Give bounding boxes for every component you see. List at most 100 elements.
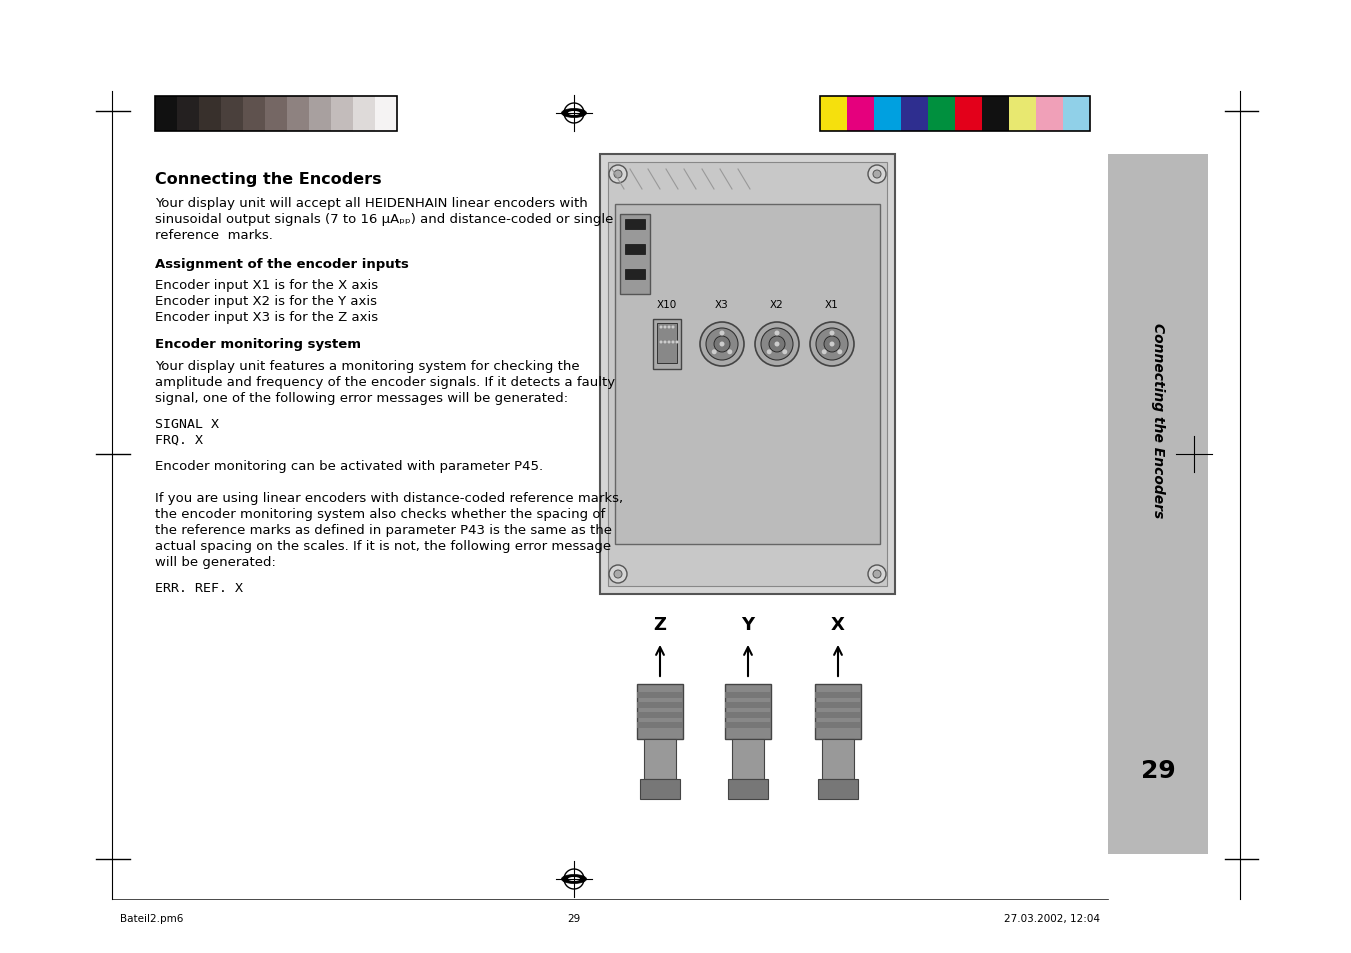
Bar [815,702,861,708]
Bar [725,692,771,699]
Text: X3: X3 [715,299,730,310]
Text: Bateil2.pm6: Bateil2.pm6 [120,913,184,923]
Bar [638,702,684,708]
Bar [155,97,177,132]
Circle shape [659,326,662,329]
Circle shape [700,323,744,367]
Circle shape [816,329,848,360]
Circle shape [720,331,724,336]
Text: reference  marks.: reference marks. [155,229,273,242]
Text: will be generated:: will be generated: [155,556,276,568]
Circle shape [671,326,674,329]
Bar [243,97,265,132]
Bar [725,712,771,719]
Circle shape [727,350,732,355]
Bar [600,154,894,595]
Circle shape [811,323,854,367]
Ellipse shape [562,110,586,118]
Bar [820,97,847,132]
Text: X10: X10 [657,299,677,310]
Circle shape [713,336,730,353]
Circle shape [609,565,627,583]
Circle shape [830,342,835,347]
Text: Your display unit will accept all HEIDENHAIN linear encoders with: Your display unit will accept all HEIDEN… [155,196,588,210]
Text: sinusoidal output signals (7 to 16 μAₚₚ) and distance-coded or single: sinusoidal output signals (7 to 16 μAₚₚ)… [155,213,613,226]
Circle shape [671,341,674,344]
Bar [820,97,1090,132]
Text: X: X [831,616,844,634]
Bar [847,97,874,132]
Text: If you are using linear encoders with distance-coded reference marks,: If you are using linear encoders with di… [155,492,623,504]
Circle shape [774,342,780,347]
Bar [638,692,684,699]
Bar [982,97,1009,132]
Bar [725,702,771,708]
Text: Encoder monitoring can be activated with parameter P45.: Encoder monitoring can be activated with… [155,459,543,473]
Bar [638,722,684,728]
Circle shape [873,571,881,578]
Bar [928,97,955,132]
Bar [331,97,353,132]
Bar [1036,97,1063,132]
Ellipse shape [567,112,580,116]
Text: amplitude and frequency of the encoder signals. If it detects a faulty: amplitude and frequency of the encoder s… [155,375,615,389]
Circle shape [667,341,670,344]
Circle shape [609,166,627,184]
Bar [653,319,681,370]
Bar [815,692,861,699]
Bar [626,245,644,254]
Circle shape [767,350,771,355]
Bar [821,740,854,780]
Circle shape [755,323,798,367]
Circle shape [663,341,666,344]
Bar [725,722,771,728]
Bar [199,97,222,132]
Bar [817,780,858,800]
Text: Encoder input X1 is for the X axis: Encoder input X1 is for the X axis [155,278,378,292]
Circle shape [838,350,842,355]
Text: 27.03.2002, 12:04: 27.03.2002, 12:04 [1004,913,1100,923]
Bar [353,97,376,132]
Bar [1063,97,1090,132]
Circle shape [867,565,886,583]
Bar [638,684,684,740]
Circle shape [873,171,881,179]
Text: Connecting the Encoders: Connecting the Encoders [1151,323,1165,518]
Circle shape [676,341,678,344]
Bar [644,740,676,780]
Text: 29: 29 [567,913,581,923]
Bar [1009,97,1036,132]
Text: Connecting the Encoders: Connecting the Encoders [155,172,381,187]
Bar [615,205,880,544]
Bar [626,220,644,230]
Circle shape [613,171,621,179]
Ellipse shape [1188,453,1200,456]
Bar [638,712,684,719]
Circle shape [830,331,835,336]
Ellipse shape [562,875,586,883]
Bar [901,97,928,132]
Text: the encoder monitoring system also checks whether the spacing of: the encoder monitoring system also check… [155,507,605,520]
Bar [620,214,650,294]
Circle shape [712,350,717,355]
Text: X2: X2 [770,299,784,310]
Text: the reference marks as defined in parameter P43 is the same as the: the reference marks as defined in parame… [155,523,612,537]
Bar [874,97,901,132]
Circle shape [774,331,780,336]
Text: Z: Z [654,616,666,634]
Bar [657,324,677,364]
Bar [1108,154,1208,854]
Bar [608,163,888,586]
Ellipse shape [567,877,580,882]
Bar [640,780,680,800]
Text: actual spacing on the scales. If it is not, the following error message: actual spacing on the scales. If it is n… [155,539,611,553]
Text: Your display unit features a monitoring system for checking the: Your display unit features a monitoring … [155,359,580,373]
Bar [815,722,861,728]
Bar [265,97,286,132]
Text: X1: X1 [825,299,839,310]
Circle shape [720,342,724,347]
Bar [286,97,309,132]
Circle shape [761,329,793,360]
Circle shape [707,329,738,360]
Text: Encoder input X2 is for the Y axis: Encoder input X2 is for the Y axis [155,294,377,308]
